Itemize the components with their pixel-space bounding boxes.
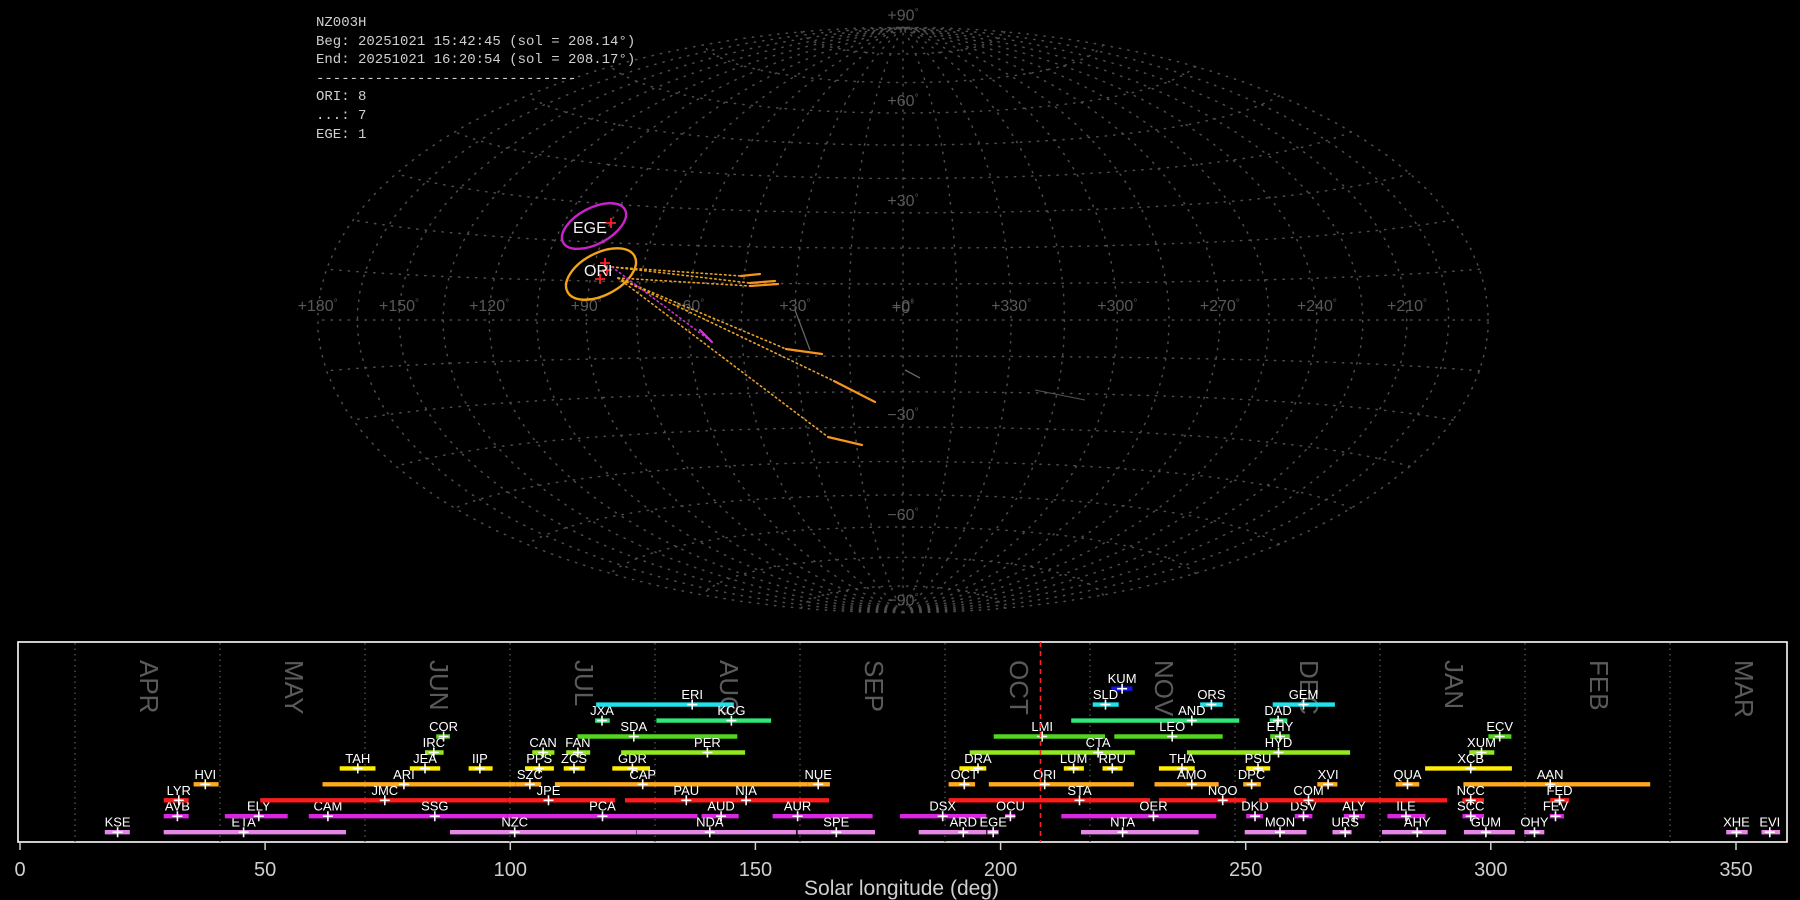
svg-text:SSG: SSG: [421, 799, 448, 814]
svg-text:PCA: PCA: [589, 799, 616, 814]
svg-text:ORS: ORS: [1197, 687, 1226, 702]
svg-text:PER: PER: [694, 735, 721, 750]
svg-text:150: 150: [739, 859, 772, 881]
svg-text:LMI: LMI: [1031, 719, 1053, 734]
svg-text:NCC: NCC: [1457, 783, 1485, 798]
svg-text:MAR: MAR: [1729, 660, 1759, 718]
svg-text:ECV: ECV: [1486, 719, 1513, 734]
svg-text:COM: COM: [1293, 783, 1323, 798]
svg-text:SZC: SZC: [517, 767, 543, 782]
svg-text:STA: STA: [1067, 783, 1092, 798]
svg-text:HVI: HVI: [194, 767, 216, 782]
svg-text:CAP: CAP: [629, 767, 656, 782]
svg-text:JEA: JEA: [413, 751, 437, 766]
svg-text:COR: COR: [429, 719, 458, 734]
svg-text:OER: OER: [1139, 799, 1167, 814]
svg-text:0: 0: [14, 859, 25, 881]
svg-text:ARI: ARI: [393, 767, 415, 782]
svg-text:KSE: KSE: [105, 815, 131, 830]
svg-text:THA: THA: [1169, 751, 1195, 766]
svg-text:ERI: ERI: [681, 687, 703, 702]
svg-text:URS: URS: [1331, 815, 1359, 830]
svg-text:250: 250: [1229, 859, 1262, 881]
svg-text:DSX: DSX: [929, 799, 956, 814]
svg-text:PAU: PAU: [673, 783, 699, 798]
svg-text:JMC: JMC: [371, 783, 398, 798]
svg-text:APR: APR: [134, 660, 164, 713]
svg-text:EHY: EHY: [1267, 719, 1294, 734]
svg-text:FED: FED: [1547, 783, 1573, 798]
svg-text:SDA: SDA: [620, 719, 647, 734]
svg-text:XVI: XVI: [1318, 767, 1339, 782]
svg-text:QUA: QUA: [1393, 767, 1422, 782]
svg-text:OCT: OCT: [951, 767, 979, 782]
svg-text:NOO: NOO: [1208, 783, 1238, 798]
svg-text:JPE: JPE: [537, 783, 561, 798]
svg-text:FEB: FEB: [1584, 660, 1614, 711]
svg-text:100: 100: [494, 859, 527, 881]
svg-text:AMO: AMO: [1177, 767, 1207, 782]
svg-text:XHE: XHE: [1723, 815, 1750, 830]
svg-text:KUM: KUM: [1108, 671, 1137, 686]
svg-text:GEM: GEM: [1289, 687, 1319, 702]
svg-text:OHY: OHY: [1520, 815, 1549, 830]
svg-text:DAD: DAD: [1264, 703, 1291, 718]
svg-text:SPE: SPE: [823, 815, 849, 830]
svg-text:LUM: LUM: [1060, 751, 1087, 766]
svg-text:XCB: XCB: [1457, 751, 1484, 766]
svg-text:IRC: IRC: [423, 735, 445, 750]
svg-text:IIP: IIP: [472, 751, 488, 766]
svg-text:EVI: EVI: [1759, 815, 1780, 830]
svg-text:MON: MON: [1265, 815, 1295, 830]
svg-text:Solar longitude (deg): Solar longitude (deg): [804, 877, 999, 900]
svg-text:SCC: SCC: [1457, 799, 1484, 814]
svg-text:MAY: MAY: [279, 660, 309, 714]
svg-text:JUN: JUN: [424, 660, 454, 711]
svg-text:AAN: AAN: [1537, 767, 1564, 782]
svg-text:CTA: CTA: [1086, 735, 1111, 750]
svg-text:HYD: HYD: [1265, 735, 1292, 750]
svg-text:PSU: PSU: [1245, 751, 1272, 766]
svg-text:OCT: OCT: [1004, 660, 1034, 715]
svg-text:LYR: LYR: [167, 783, 191, 798]
svg-text:NOV: NOV: [1149, 660, 1179, 717]
svg-text:TAH: TAH: [345, 751, 370, 766]
svg-text:GUM: GUM: [1471, 815, 1501, 830]
svg-text:AND: AND: [1178, 703, 1205, 718]
svg-text:50: 50: [254, 859, 276, 881]
svg-text:KCG: KCG: [717, 703, 745, 718]
svg-text:AHY: AHY: [1404, 815, 1431, 830]
svg-text:NUE: NUE: [804, 767, 832, 782]
svg-text:OCU: OCU: [996, 799, 1025, 814]
svg-text:ORI: ORI: [1033, 767, 1056, 782]
svg-text:AUD: AUD: [707, 799, 734, 814]
svg-text:ILE: ILE: [1396, 799, 1416, 814]
svg-text:FEV: FEV: [1543, 799, 1569, 814]
svg-text:NTA: NTA: [1110, 815, 1135, 830]
svg-text:DPC: DPC: [1238, 767, 1265, 782]
svg-text:350: 350: [1719, 859, 1752, 881]
svg-text:SEP: SEP: [859, 660, 889, 712]
svg-text:LEO: LEO: [1159, 719, 1185, 734]
svg-text:SLD: SLD: [1093, 687, 1118, 702]
svg-text:ZCS: ZCS: [561, 751, 587, 766]
svg-text:DRA: DRA: [964, 751, 992, 766]
svg-text:EGE: EGE: [979, 815, 1007, 830]
svg-text:NDA: NDA: [696, 815, 724, 830]
svg-text:CAN: CAN: [529, 735, 556, 750]
svg-text:AUR: AUR: [784, 799, 811, 814]
svg-text:JAN: JAN: [1439, 660, 1469, 709]
svg-text:JUL: JUL: [569, 660, 599, 706]
svg-text:RPU: RPU: [1099, 751, 1126, 766]
svg-text:300: 300: [1474, 859, 1507, 881]
svg-text:ALY: ALY: [1342, 799, 1366, 814]
svg-text:NIA: NIA: [735, 783, 757, 798]
svg-text:NZC: NZC: [501, 815, 528, 830]
svg-text:XUM: XUM: [1467, 735, 1496, 750]
svg-text:ARD: ARD: [950, 815, 977, 830]
